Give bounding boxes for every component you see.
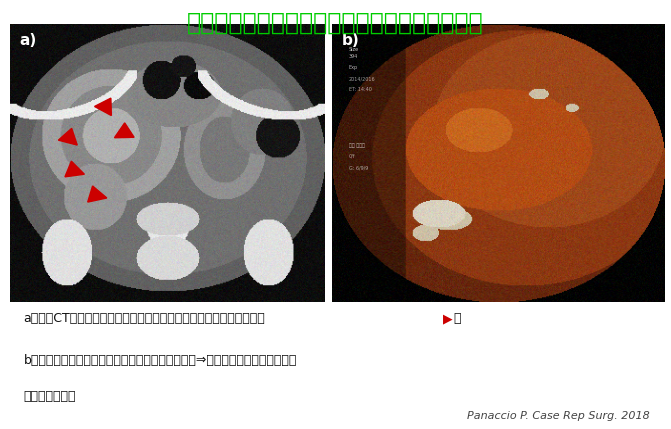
Text: と確定診断）: と確定診断）: [23, 390, 76, 403]
Text: Exp: Exp: [349, 65, 358, 70]
Text: 臨床 胃腸科: 臨床 胃腸科: [349, 143, 364, 148]
Text: ET: 14:40: ET: 14:40: [349, 87, 372, 92]
Text: ▶: ▶: [443, 312, 452, 325]
Polygon shape: [58, 128, 77, 145]
Polygon shape: [65, 161, 85, 177]
Text: ）: ）: [454, 312, 461, 325]
Polygon shape: [95, 98, 111, 115]
Polygon shape: [88, 186, 107, 202]
Text: 0/f: 0/f: [349, 154, 355, 159]
Text: 2014/2016: 2014/2016: [349, 76, 375, 81]
Text: 394: 394: [349, 54, 358, 59]
Text: G: 6/9/9: G: 6/9/9: [349, 165, 368, 170]
Text: b）大腸内視鏡検査　上行結腸に隆起性病変あり（⇒生検でバーキットリンパ腫: b）大腸内視鏡検査 上行結腸に隆起性病変あり（⇒生検でバーキットリンパ腫: [23, 354, 297, 367]
Text: Size: Size: [349, 47, 359, 51]
Text: b): b): [342, 33, 360, 48]
Text: a）腹部CT写真　上行結腸に腫大したリンパ節を含む腸重積像あり（: a）腹部CT写真 上行結腸に腫大したリンパ節を含む腸重積像あり（: [23, 312, 265, 325]
Text: a): a): [19, 33, 37, 48]
Polygon shape: [115, 123, 134, 138]
Text: Panaccio P. Case Rep Surg. 2018: Panaccio P. Case Rep Surg. 2018: [467, 411, 650, 421]
Text: 腸重積を契機に診断されたバーキットリンパ腫: 腸重積を契機に診断されたバーキットリンパ腫: [187, 11, 484, 35]
